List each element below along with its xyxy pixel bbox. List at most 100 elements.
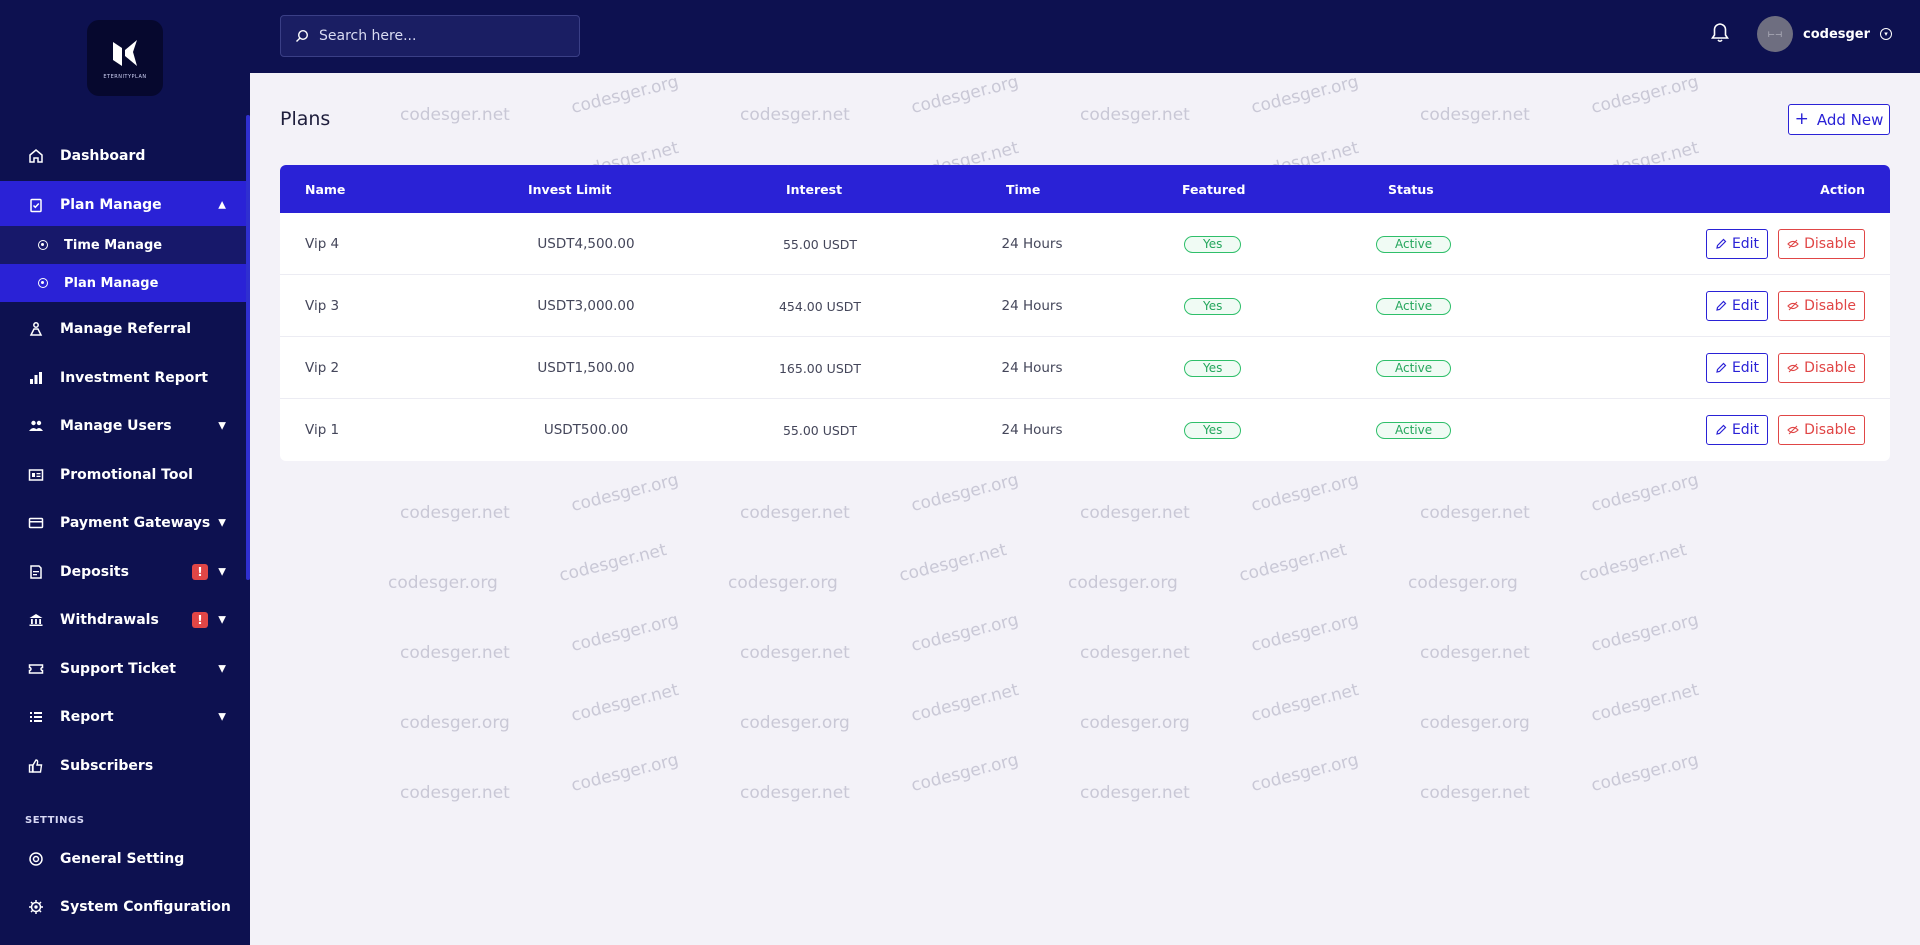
watermark-text: codesger.org [569, 470, 681, 516]
table-row: Vip 1 USDT500.00 55.00 USDT 24 Hours Yes… [280, 399, 1890, 461]
watermark-text: codesger.net [909, 680, 1021, 726]
sidebar-subitem-label: Plan Manage [64, 275, 159, 291]
watermark-text: codesger.net [400, 105, 510, 125]
sidebar-scrollbar[interactable] [246, 115, 250, 580]
time: 24 Hours [1001, 360, 1063, 376]
status-badge: Active [1376, 359, 1452, 377]
sidebar-item-withdrawals[interactable]: Withdrawals ! ▼ [0, 596, 246, 644]
edit-button[interactable]: Edit [1705, 415, 1769, 445]
logo-text: ETERNITYPLAN [103, 73, 147, 80]
bank-icon [28, 612, 44, 628]
watermark-text: codesger.net [557, 540, 669, 586]
sidebar-subitem-plan-manage[interactable]: Plan Manage [0, 264, 246, 302]
watermark-text: codesger.org [1249, 750, 1361, 796]
column-header-name: Name [305, 181, 346, 197]
disable-label: Disable [1804, 360, 1856, 376]
action-cell: Edit Disable [1705, 275, 1865, 337]
featured-badge: Yes [1184, 297, 1242, 315]
watermark-text: codesger.org [388, 573, 498, 593]
sidebar-item-system-configuration[interactable]: System Configuration [0, 883, 246, 931]
edit-button[interactable]: Edit [1705, 229, 1769, 259]
bell-icon[interactable] [1710, 22, 1730, 44]
interest: 55.00 USDT [782, 422, 858, 438]
disable-button[interactable]: Disable [1778, 415, 1865, 445]
sidebar-item-label: Plan Manage [60, 197, 162, 213]
featured-badge: Yes [1184, 235, 1242, 253]
pencil-icon [1716, 238, 1727, 249]
watermark-text: codesger.org [909, 610, 1021, 656]
user-menu[interactable]: ⊢⊣ codesger ▾ [1757, 16, 1893, 52]
sidebar-item-report[interactable]: Report ▼ [0, 693, 246, 741]
action-cell: Edit Disable [1705, 337, 1865, 399]
add-new-label: Add New [1816, 110, 1884, 129]
home-icon [28, 148, 44, 164]
watermark-text: codesger.net [897, 540, 1009, 586]
settings-section-label: SETTINGS [25, 815, 85, 826]
sidebar-item-general-setting[interactable]: General Setting [0, 835, 246, 883]
watermark-text: codesger.org [909, 750, 1021, 796]
column-header-action: Action [1820, 181, 1865, 197]
plan-manage-submenu: Time Manage Plan Manage [0, 226, 246, 302]
watermark-text: codesger.net [400, 783, 510, 803]
edit-label: Edit [1731, 360, 1760, 376]
bar-chart-icon [28, 370, 44, 386]
sidebar-item-subscribers[interactable]: Subscribers [0, 742, 246, 790]
chevron-down-circle-icon[interactable]: ▾ [1880, 28, 1893, 40]
sidebar-item-label: Dashboard [60, 148, 146, 164]
sidebar-item-manage-referral[interactable]: Manage Referral [0, 305, 246, 353]
sidebar-item-investment-report[interactable]: Investment Report [0, 354, 246, 402]
sidebar-item-label: Manage Referral [60, 321, 192, 337]
disable-button[interactable]: Disable [1778, 353, 1865, 383]
watermark-text: codesger.org [1249, 470, 1361, 516]
column-header-status: Status [1388, 181, 1434, 197]
disable-button[interactable]: Disable [1778, 291, 1865, 321]
eye-slash-icon [1787, 363, 1799, 373]
status-badge: Active [1376, 421, 1452, 439]
watermark-text: codesger.net [1577, 540, 1689, 586]
eye-slash-icon [1787, 301, 1799, 311]
sidebar-item-manage-users[interactable]: Manage Users ▼ [0, 402, 246, 450]
chevron-down-icon: ▼ [218, 566, 226, 578]
add-new-button[interactable]: + Add New [1788, 104, 1890, 135]
sidebar-subitem-time-manage[interactable]: Time Manage [0, 226, 246, 264]
watermark-text: codesger.org [728, 573, 838, 593]
watermark-text: codesger.org [1249, 610, 1361, 656]
page-title: Plans [280, 108, 331, 130]
username: codesger [1803, 26, 1871, 42]
featured-badge: Yes [1184, 421, 1242, 439]
eye-slash-icon [1787, 425, 1799, 435]
sidebar-item-plan-manage[interactable]: Plan Manage ▲ [0, 181, 246, 229]
status-cell: Active [1376, 399, 1452, 461]
chevron-down-icon: ▼ [218, 614, 226, 626]
search-box[interactable] [280, 15, 580, 57]
chevron-down-icon: ▼ [218, 517, 226, 529]
sidebar-item-dashboard[interactable]: Dashboard [0, 132, 246, 180]
watermark-text: codesger.net [740, 643, 850, 663]
sidebar-item-label: Promotional Tool [60, 467, 193, 483]
watermark-text: codesger.net [1080, 643, 1190, 663]
bullet-icon [38, 278, 48, 288]
sidebar-item-label: Payment Gateways [60, 515, 211, 531]
edit-button[interactable]: Edit [1705, 291, 1769, 321]
alert-badge: ! [192, 612, 208, 628]
gear-icon [28, 899, 44, 915]
ticket-icon [28, 661, 44, 677]
column-header-time: Time [1006, 181, 1041, 197]
avatar[interactable]: ⊢⊣ [1757, 16, 1793, 52]
sidebar-item-label: Report [60, 709, 114, 725]
sidebar-item-promotional-tool[interactable]: Promotional Tool [0, 451, 246, 499]
search-input[interactable] [319, 28, 559, 44]
logo[interactable]: ETERNITYPLAN [87, 19, 163, 96]
watermark-text: codesger.net [1080, 783, 1190, 803]
sidebar-item-label: Deposits [60, 564, 129, 580]
chevron-down-icon: ▼ [218, 711, 226, 723]
watermark-text: codesger.net [1420, 643, 1530, 663]
watermark-text: codesger.org [909, 470, 1021, 516]
chevron-up-icon: ▲ [218, 199, 226, 211]
sidebar-item-payment-gateways[interactable]: Payment Gateways ▼ [0, 499, 246, 547]
column-header-interest: Interest [786, 181, 843, 197]
sidebar-item-support-ticket[interactable]: Support Ticket ▼ [0, 645, 246, 693]
disable-button[interactable]: Disable [1778, 229, 1865, 259]
edit-button[interactable]: Edit [1705, 353, 1769, 383]
sidebar-item-deposits[interactable]: Deposits ! ▼ [0, 548, 246, 596]
